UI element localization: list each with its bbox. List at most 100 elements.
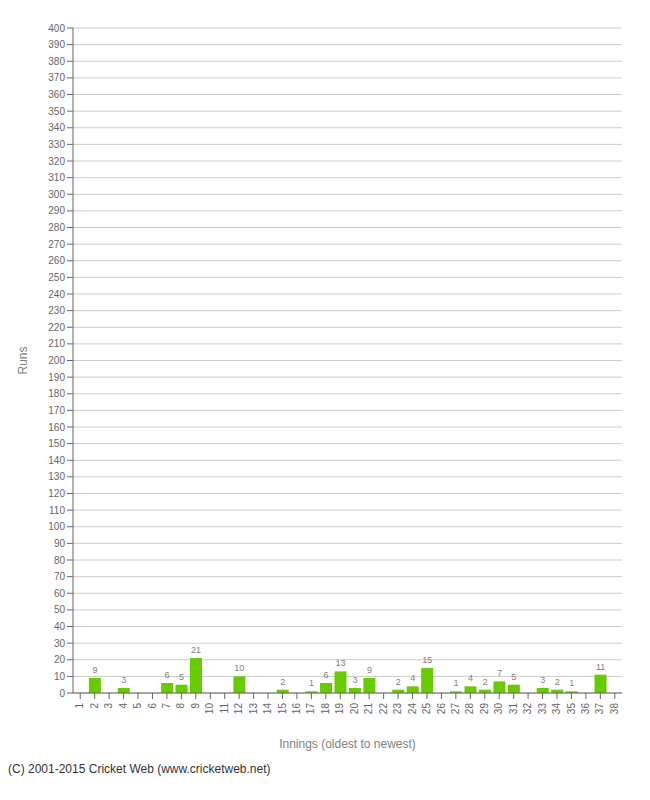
svg-text:15: 15 [422, 655, 432, 665]
svg-text:360: 360 [48, 89, 65, 100]
svg-text:6: 6 [147, 703, 158, 709]
svg-text:7: 7 [161, 703, 172, 709]
svg-text:120: 120 [48, 488, 65, 499]
svg-text:24: 24 [407, 703, 418, 715]
svg-text:Innings (oldest to newest): Innings (oldest to newest) [279, 737, 416, 751]
svg-text:270: 270 [48, 239, 65, 250]
svg-text:22: 22 [378, 703, 389, 715]
svg-text:15: 15 [277, 703, 288, 715]
svg-text:26: 26 [436, 703, 447, 715]
svg-text:300: 300 [48, 189, 65, 200]
svg-text:38: 38 [609, 703, 620, 715]
svg-text:20: 20 [54, 654, 66, 665]
svg-text:8: 8 [175, 703, 186, 709]
svg-text:11: 11 [596, 662, 605, 672]
svg-text:0: 0 [59, 688, 65, 699]
svg-text:370: 370 [48, 72, 65, 83]
svg-text:2: 2 [89, 703, 100, 709]
svg-text:9: 9 [367, 665, 372, 675]
svg-text:11: 11 [219, 703, 230, 714]
svg-text:19: 19 [334, 703, 345, 715]
svg-text:40: 40 [54, 621, 66, 632]
svg-text:220: 220 [48, 322, 65, 333]
svg-text:31: 31 [508, 703, 519, 715]
svg-text:21: 21 [191, 645, 201, 655]
svg-text:13: 13 [248, 703, 259, 715]
svg-text:3: 3 [103, 703, 114, 709]
svg-text:140: 140 [48, 455, 65, 466]
svg-text:27: 27 [450, 703, 461, 715]
svg-text:6: 6 [165, 670, 170, 680]
svg-text:10: 10 [234, 663, 244, 673]
svg-text:9: 9 [190, 703, 201, 709]
svg-text:150: 150 [48, 438, 65, 449]
svg-text:20: 20 [349, 703, 360, 715]
svg-text:340: 340 [48, 122, 65, 133]
svg-text:34: 34 [551, 703, 562, 715]
svg-text:230: 230 [48, 305, 65, 316]
svg-text:90: 90 [54, 538, 66, 549]
svg-text:5: 5 [511, 672, 516, 682]
svg-text:4: 4 [410, 673, 415, 683]
svg-text:60: 60 [54, 588, 66, 599]
svg-text:35: 35 [566, 703, 577, 715]
svg-text:3: 3 [352, 675, 357, 685]
svg-text:5: 5 [179, 672, 184, 682]
svg-text:260: 260 [48, 255, 65, 266]
svg-text:4: 4 [468, 673, 473, 683]
svg-text:130: 130 [48, 471, 65, 482]
svg-text:1: 1 [569, 678, 574, 688]
svg-text:110: 110 [49, 505, 65, 516]
svg-text:320: 320 [48, 156, 65, 167]
svg-text:33: 33 [537, 703, 548, 715]
svg-text:100: 100 [48, 521, 65, 532]
svg-text:5: 5 [132, 703, 143, 709]
svg-text:21: 21 [363, 703, 374, 715]
svg-text:12: 12 [233, 703, 244, 715]
svg-text:350: 350 [48, 106, 65, 117]
svg-text:1: 1 [454, 678, 459, 688]
svg-text:36: 36 [580, 703, 591, 715]
svg-text:32: 32 [522, 703, 533, 715]
svg-text:9: 9 [92, 665, 97, 675]
svg-text:180: 180 [48, 388, 65, 399]
svg-text:17: 17 [305, 703, 316, 715]
svg-text:2: 2 [280, 677, 285, 687]
svg-text:Runs: Runs [16, 346, 30, 374]
svg-text:29: 29 [479, 703, 490, 715]
svg-text:3: 3 [121, 675, 126, 685]
svg-text:16: 16 [291, 703, 302, 715]
svg-text:330: 330 [48, 139, 65, 150]
svg-text:28: 28 [464, 703, 475, 715]
svg-text:6: 6 [324, 670, 329, 680]
svg-text:3: 3 [540, 675, 545, 685]
svg-text:160: 160 [48, 422, 65, 433]
svg-text:290: 290 [48, 205, 65, 216]
svg-text:25: 25 [421, 703, 432, 715]
svg-text:200: 200 [48, 355, 65, 366]
svg-text:250: 250 [48, 272, 65, 283]
svg-text:390: 390 [48, 39, 65, 50]
svg-text:30: 30 [493, 703, 504, 715]
svg-text:80: 80 [54, 555, 66, 566]
svg-text:280: 280 [48, 222, 65, 233]
svg-text:1: 1 [74, 703, 85, 709]
svg-text:2: 2 [482, 677, 487, 687]
svg-text:210: 210 [48, 338, 65, 349]
svg-text:23: 23 [392, 703, 403, 715]
svg-text:10: 10 [204, 703, 215, 715]
svg-text:7: 7 [497, 668, 502, 678]
svg-text:310: 310 [48, 172, 65, 183]
svg-text:380: 380 [48, 56, 65, 67]
svg-text:50: 50 [54, 604, 66, 615]
svg-text:37: 37 [594, 703, 605, 715]
svg-text:2: 2 [396, 677, 401, 687]
svg-text:170: 170 [48, 405, 65, 416]
svg-text:190: 190 [48, 372, 65, 383]
svg-text:400: 400 [48, 23, 65, 34]
svg-text:14: 14 [262, 703, 273, 715]
svg-text:13: 13 [335, 658, 345, 668]
svg-text:30: 30 [54, 638, 66, 649]
svg-text:10: 10 [54, 671, 66, 682]
svg-text:70: 70 [54, 571, 66, 582]
